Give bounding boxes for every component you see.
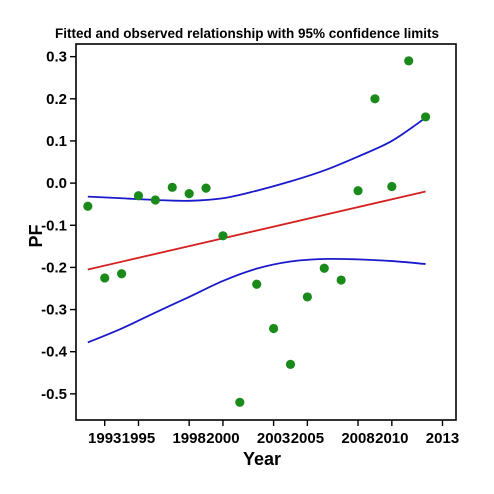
x-tick-label: 1993 xyxy=(88,430,121,447)
x-tick-label: 2008 xyxy=(341,430,374,447)
y-tick-label: -0.4 xyxy=(41,344,68,361)
data-point xyxy=(319,263,329,273)
data-point xyxy=(269,323,279,334)
chart-title: Fitted and observed relationship with 95… xyxy=(54,26,440,41)
x-tick-label: 2000 xyxy=(206,430,239,447)
data-point xyxy=(201,183,211,193)
data-point xyxy=(370,94,380,104)
data-point xyxy=(387,181,397,192)
data-point xyxy=(133,191,144,201)
data-point xyxy=(184,189,194,199)
data-point xyxy=(302,292,312,302)
data-point xyxy=(404,56,414,66)
x-tick-label: 1995 xyxy=(122,430,155,447)
data-point xyxy=(235,397,245,407)
data-point xyxy=(252,279,262,289)
series-layer xyxy=(87,117,427,344)
y-tick-label: 0.1 xyxy=(46,133,67,150)
x-tick-label: 2010 xyxy=(375,430,408,447)
y-axis: -0.5 -0.4 -0.3 -0.2 -0.1 0.0 0.1 0.2 0.3 xyxy=(41,49,76,403)
data-point xyxy=(336,275,346,285)
upper-confidence-limit xyxy=(87,117,427,202)
x-axis: 1993 1995 1998 2000 2003 2005 2008 2010 2013 xyxy=(88,420,459,447)
x-tick-label: 2003 xyxy=(257,430,290,447)
fitted-line xyxy=(87,190,426,271)
data-point xyxy=(117,269,127,279)
data-point xyxy=(353,186,363,196)
data-point xyxy=(167,182,177,192)
y-tick-label: -0.3 xyxy=(41,302,67,319)
y-tick-label: 0.2 xyxy=(46,91,67,108)
y-tick-label: -0.1 xyxy=(41,217,67,234)
y-axis-title: PF xyxy=(26,224,46,247)
data-point xyxy=(150,195,160,205)
y-tick-label: 0.3 xyxy=(46,49,67,66)
points-layer xyxy=(83,56,431,407)
lower-confidence-limit xyxy=(87,257,426,344)
y-tick-label: -0.2 xyxy=(41,259,67,276)
data-point xyxy=(83,201,93,211)
y-tick-label: -0.5 xyxy=(41,386,67,403)
plot-frame xyxy=(75,43,457,421)
data-point xyxy=(421,112,431,122)
data-point xyxy=(100,273,110,283)
x-tick-label: 1998 xyxy=(172,430,205,447)
data-point xyxy=(285,359,296,369)
x-tick-label: 2005 xyxy=(291,430,324,447)
data-point xyxy=(218,231,228,241)
x-axis-title: Year xyxy=(243,449,281,469)
x-tick-label: 2013 xyxy=(426,430,459,447)
y-tick-label: 0.0 xyxy=(46,175,67,192)
